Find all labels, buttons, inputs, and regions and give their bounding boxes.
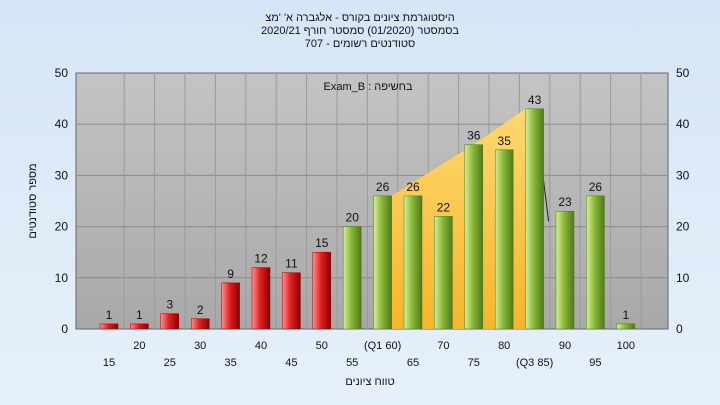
x-axis-label: טווח ציונים bbox=[345, 376, 394, 388]
bar-value-label: 22 bbox=[437, 200, 451, 214]
y-ticks: 0 0 10 10 20 20 30 30 40 40 50 50 bbox=[55, 66, 690, 336]
y-tick-left: 30 bbox=[55, 168, 69, 182]
y-tick-right: 30 bbox=[676, 168, 690, 182]
bar bbox=[434, 216, 453, 330]
plot-area bbox=[75, 72, 669, 330]
bar bbox=[190, 318, 210, 330]
chart-subtitle: בסמסטר (01/2020) סמסטר חורף 2020/21 bbox=[261, 25, 459, 37]
y-tick-left: 40 bbox=[55, 117, 69, 131]
x-tick-label: 90 bbox=[559, 340, 571, 352]
x-tick-label: 55 bbox=[346, 357, 358, 369]
bar bbox=[282, 272, 301, 330]
quartile-area bbox=[391, 108, 526, 329]
x-tick-label: 15 bbox=[103, 357, 115, 369]
bar-value-label: 2 bbox=[197, 303, 204, 317]
bars bbox=[99, 108, 636, 330]
y-tick-right: 20 bbox=[676, 220, 690, 234]
exam-annotation: Exam_B : בחשיפה bbox=[324, 81, 413, 93]
bar bbox=[525, 108, 544, 330]
bar bbox=[130, 323, 149, 330]
chart-title: היסטוגרמת ציונים בקורס - אלגברה א' 'מצ bbox=[265, 11, 455, 24]
y-tick-right: 10 bbox=[676, 271, 690, 285]
y-tick-right: 0 bbox=[676, 322, 683, 336]
y-tick-left: 50 bbox=[55, 66, 69, 80]
bar bbox=[160, 313, 180, 330]
y-axis-label: מספר סטודנטים bbox=[27, 163, 39, 238]
bar-value-label: 1 bbox=[136, 308, 143, 322]
x-tick-label: 80 bbox=[498, 340, 510, 352]
x-tick-label: 20 bbox=[133, 340, 145, 352]
x-tick-label: 25 bbox=[164, 357, 176, 369]
bar bbox=[99, 323, 119, 330]
x-tick-label: (Q1 60) bbox=[364, 340, 401, 352]
bar-value-label: 12 bbox=[254, 252, 268, 266]
bar bbox=[403, 195, 423, 330]
bar-value-label: 26 bbox=[406, 180, 420, 194]
bar-value-label: 1 bbox=[622, 308, 629, 322]
bar-value-label: 1 bbox=[106, 308, 113, 322]
x-tick-label: (Q3 85) bbox=[516, 357, 553, 369]
x-tick-label: 30 bbox=[194, 340, 206, 352]
bar bbox=[342, 226, 362, 330]
bar-value-label: 43 bbox=[528, 93, 542, 107]
x-tick-label: 45 bbox=[285, 357, 297, 369]
x-tick-label: 50 bbox=[316, 340, 328, 352]
x-tick-label: 95 bbox=[589, 357, 601, 369]
bar bbox=[251, 267, 271, 330]
y-tick-right: 50 bbox=[676, 66, 690, 80]
chart-titles: היסטוגרמת ציונים בקורס - אלגברה א' 'מצ ב… bbox=[261, 11, 459, 50]
bar bbox=[221, 282, 240, 330]
x-tick-label: 40 bbox=[255, 340, 267, 352]
bar-value-label: 26 bbox=[376, 180, 390, 194]
bar-value-label: 3 bbox=[166, 298, 173, 312]
bar bbox=[312, 251, 332, 330]
bar-value-label: 36 bbox=[467, 129, 481, 143]
bar-value-label: 9 bbox=[227, 267, 234, 281]
x-tick-label: 100 bbox=[617, 340, 635, 352]
bar bbox=[555, 210, 575, 330]
bar-value-label: 23 bbox=[558, 195, 572, 209]
bar bbox=[464, 144, 484, 330]
y-tick-left: 10 bbox=[55, 271, 69, 285]
bar-value-label: 20 bbox=[346, 211, 360, 225]
bar bbox=[616, 323, 636, 330]
x-tick-label: 70 bbox=[437, 340, 449, 352]
bar bbox=[494, 149, 514, 330]
chart-subtitle-students: סטודנטים רשומים - 707 bbox=[305, 38, 416, 50]
bar-value-label: 15 bbox=[315, 236, 329, 250]
y-tick-left: 20 bbox=[55, 220, 69, 234]
x-ticks: 15 20 25 30 35 40 45 50 55 (Q1 60) 65 70 75 80 (Q3 85)… bbox=[103, 340, 635, 369]
x-tick-label: 65 bbox=[407, 357, 419, 369]
bar-value-label: 35 bbox=[498, 134, 512, 148]
bar bbox=[373, 195, 392, 330]
bar bbox=[586, 195, 605, 330]
bar-value-label: 11 bbox=[285, 257, 298, 271]
x-tick-label: 75 bbox=[468, 357, 480, 369]
bar-value-label: 26 bbox=[589, 180, 603, 194]
y-tick-left: 0 bbox=[61, 322, 68, 336]
y-tick-right: 40 bbox=[676, 117, 690, 131]
x-tick-label: 35 bbox=[224, 357, 236, 369]
